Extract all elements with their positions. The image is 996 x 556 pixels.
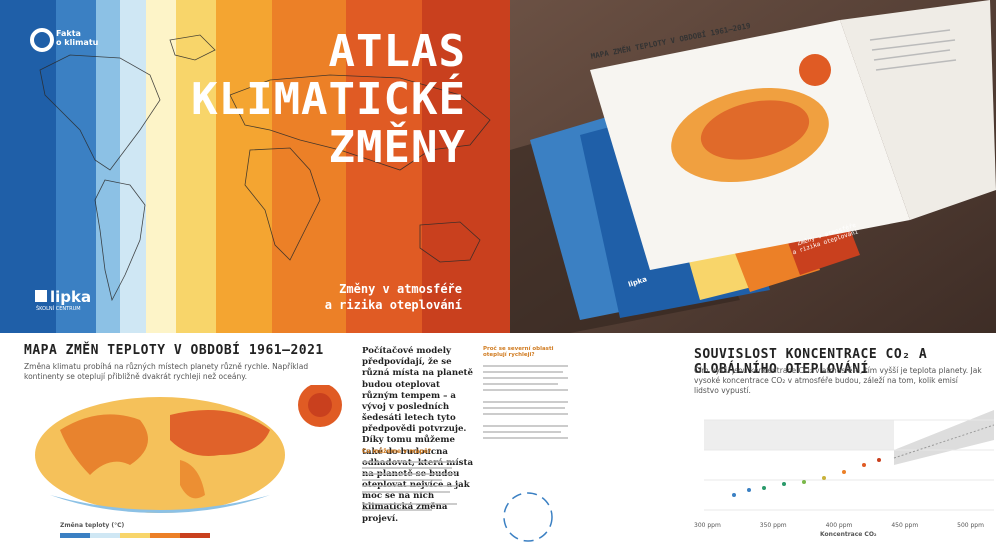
publisher-sub: školní centrum — [36, 306, 81, 312]
panel-subtitle: Změna klimatu probíhá na různých místech… — [24, 362, 324, 382]
x-ticks: 300 ppm 350 ppm 400 ppm 450 ppm 500 ppm — [694, 522, 984, 529]
logo: Fakta o klimatu — [56, 30, 98, 48]
page: Fakta o klimatu ATLAS KLIMATICKÉ ZMĚNY Z… — [0, 0, 996, 556]
x-tick-label: 300 ppm — [694, 522, 721, 529]
x-tick-label: 500 ppm — [957, 522, 984, 529]
cover-title: KLIMATICKÉ — [191, 78, 466, 122]
text-lines — [362, 458, 462, 548]
section-heading: Proč se severní oblasti oteplují rychlej… — [483, 346, 563, 358]
cover-subtitle: Změny v atmosféře — [339, 282, 462, 296]
section-heading: Co můžeme v mapě? — [362, 448, 431, 455]
x-tick-label: 350 ppm — [760, 522, 787, 529]
panel-title: MAPA ZMĚN TEPLOTY V OBDOBÍ 1961–2021 — [24, 343, 324, 358]
mockup — [510, 0, 996, 333]
publisher: lipka — [50, 288, 91, 306]
x-tick-label: 400 ppm — [826, 522, 853, 529]
x-tick-label: 450 ppm — [891, 522, 918, 529]
map-art — [20, 385, 350, 545]
x-axis-label: Koncentrace CO₂ — [820, 531, 877, 538]
legend-title: Změna teploty (°C) — [60, 522, 124, 529]
logo-line: o klimatu — [56, 39, 98, 48]
side-text-art — [483, 362, 573, 552]
cover-title: ZMĚNY — [329, 126, 466, 170]
cover-subtitle: a rizika oteplování — [325, 298, 462, 312]
co2-chart-art — [694, 390, 994, 530]
cover-title: ATLAS — [329, 30, 466, 74]
